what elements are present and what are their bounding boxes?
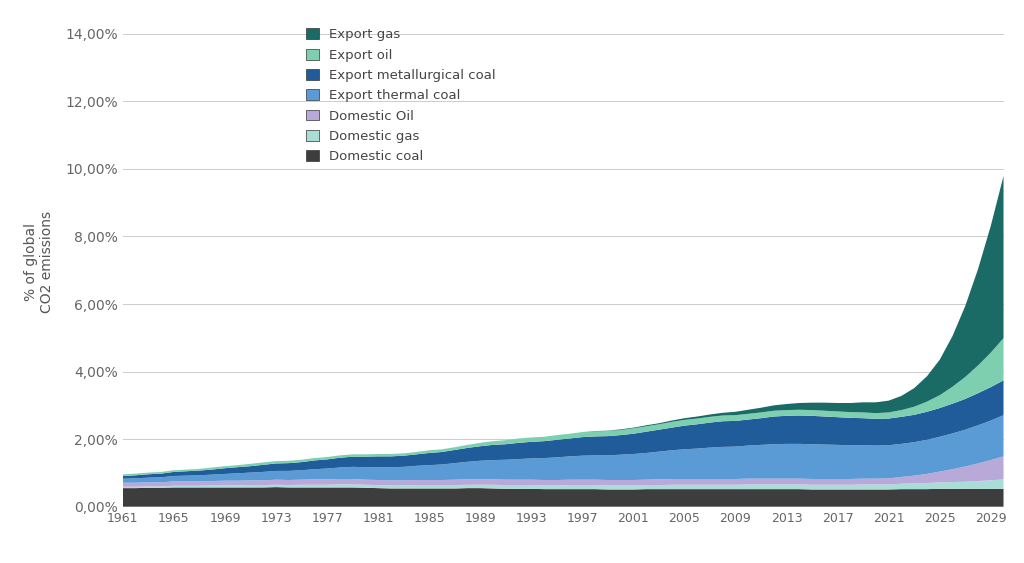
Legend: Export gas, Export oil, Export metallurgical coal, Export thermal coal, Domestic: Export gas, Export oil, Export metallurg…	[305, 28, 496, 163]
Y-axis label: % of global
CO2 emissions: % of global CO2 emissions	[25, 211, 54, 313]
